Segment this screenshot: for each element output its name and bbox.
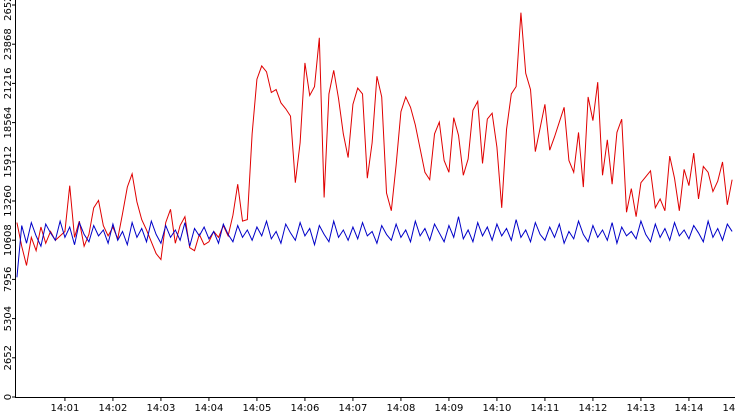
x-tick-label: 14:13	[627, 403, 656, 414]
x-tick-label: 14:06	[291, 403, 320, 414]
x-tick-label: 14:03	[147, 403, 176, 414]
x-tick-label: 14:08	[387, 403, 416, 414]
y-tick-label: 7956	[3, 267, 14, 292]
x-tick-label: 14:12	[579, 403, 608, 414]
x-tick-label: 14:15	[723, 403, 735, 414]
y-tick-label: 26520	[3, 0, 14, 21]
x-tick-label: 14:09	[435, 403, 464, 414]
x-tick-label: 14:10	[483, 403, 512, 414]
x-tick-label: 14:11	[531, 403, 560, 414]
x-tick-label: 14:01	[51, 403, 80, 414]
x-tick-label: 14:05	[243, 403, 272, 414]
y-tick-label: 0	[3, 394, 14, 400]
y-tick-label: 23868	[3, 28, 14, 60]
y-tick-label: 18564	[3, 107, 14, 139]
x-tick-label: 14:02	[99, 403, 128, 414]
y-tick-label: 5304	[3, 306, 14, 331]
y-tick-label: 13260	[3, 185, 14, 217]
series-line	[16, 216, 733, 278]
x-tick-label: 14:14	[675, 403, 704, 414]
y-tick-label: 2652	[3, 345, 14, 370]
x-tick-label: 14:07	[339, 403, 368, 414]
x-tick-label: 14:04	[195, 403, 224, 414]
series-line	[16, 12, 733, 266]
y-tick-label: 15912	[3, 146, 14, 178]
y-tick-label: 21216	[3, 67, 14, 99]
y-tick-label: 10608	[3, 224, 14, 256]
